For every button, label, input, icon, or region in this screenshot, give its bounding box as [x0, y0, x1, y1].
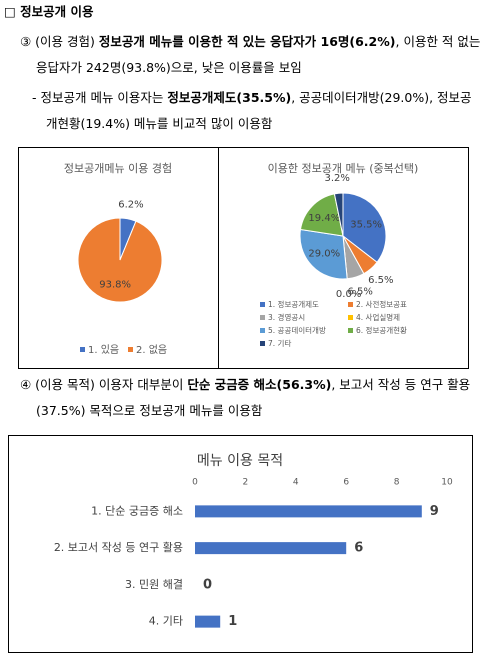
legend-swatch: [80, 347, 85, 352]
legend-label: 5. 공공데이터개방: [268, 325, 326, 335]
text: ④ (이용 목적) 이용자 대부분이: [20, 377, 188, 392]
text: , 공공데이터개방(29.0%), 정보공개현황(19.4%) 메뉴를 비교적 …: [46, 90, 472, 131]
data-label: 19.4%: [308, 213, 340, 224]
legend-label: 1. 정보공개제도: [268, 299, 319, 309]
x-tick-label: 8: [394, 478, 400, 488]
legend-swatch: [348, 328, 353, 333]
legend-swatch: [260, 328, 265, 333]
x-tick-label: 0: [192, 478, 198, 488]
bold-text: 단순 궁금증 해소(56.3%): [187, 377, 332, 392]
data-label: 35.5%: [350, 220, 382, 231]
chart: 이용한 정보공개 메뉴 (중복선택) 35.5% 1. 정보공개제도 6.5% 2. 사…: [218, 147, 469, 369]
chart: 정보공개메뉴 이용 경험 6.2% 1. 있음 93.8% 2. 없음: [18, 147, 219, 369]
paragraph: ③ (이용 경험) 정보공개 메뉴를 이용한 적 있는 응답자가 16명(6.2…: [20, 29, 481, 81]
data-label: 3.2%: [324, 173, 349, 184]
x-tick-label: 4: [293, 478, 299, 488]
paragraph: ④ (이용 목적) 이용자 대부분이 단순 궁금증 해소(56.3%), 보고서…: [20, 372, 481, 424]
pie-slice: [299, 228, 348, 280]
x-tick-label: 10: [441, 478, 453, 488]
data-label: 1: [228, 614, 237, 629]
legend-swatch: [348, 315, 353, 320]
pie-slice: [333, 192, 344, 237]
paragraph: - 정보공개 메뉴 이용자는 정보공개제도(35.5%), 공공데이터개방(29…: [32, 85, 478, 137]
data-label: 93.8%: [99, 280, 131, 291]
data-label: 9: [430, 504, 439, 519]
chart-title: 메뉴 이용 목적: [197, 453, 283, 469]
data-label: 0: [203, 577, 212, 592]
legend-label: 7. 기타: [268, 339, 291, 348]
heading: □ 정보공개 이용: [4, 4, 94, 19]
data-label: 6.5%: [348, 286, 373, 297]
text: , 이용한 적 없는 응답자가 242명(93.8%)으로, 낮은 이용률을 보…: [36, 34, 481, 75]
x-tick-label: 2: [243, 478, 249, 488]
data-label: 6.2%: [118, 199, 143, 210]
text: ③ (이용 경험): [20, 34, 99, 49]
pie-slice: [77, 217, 163, 303]
text: - 정보공개 메뉴 이용자는: [32, 90, 168, 105]
legend-label: 2. 없음: [136, 343, 167, 356]
bar: [195, 505, 422, 518]
chart-border: [8, 435, 473, 653]
legend-label: 6. 정보공개현황: [356, 325, 407, 335]
legend-label: 1. 있음: [88, 344, 119, 356]
bold-text: 정보공개제도(35.5%): [167, 90, 292, 105]
y-tick-label: 1. 단순 궁금증 해소: [91, 503, 183, 517]
pie-slice: [342, 192, 387, 263]
legend-swatch: [128, 347, 133, 352]
chart: 메뉴 이용 목적0 2 4 6 8 101. 단순 궁금증 해소 92. 보고서 작성 등 …: [8, 435, 473, 653]
data-label: 6: [354, 541, 363, 556]
chart-border: [218, 147, 469, 369]
y-tick-label: 4. 기타: [149, 615, 183, 628]
legend-label: 2. 사전정보공표: [356, 299, 407, 309]
data-label: 0.0%: [336, 289, 361, 300]
legend-label: 3. 경영공시: [268, 312, 305, 322]
legend-swatch: [260, 341, 265, 346]
bar: [195, 615, 221, 628]
legend-label: 4. 사업실명제: [356, 312, 400, 322]
legend-swatch: [260, 302, 265, 307]
data-label: 29.0%: [308, 249, 340, 260]
legend-swatch: [348, 302, 353, 307]
text: , 보고서 작성 등 연구 활용(37.5%) 목적으로 정보공개 메뉴를 이용…: [36, 377, 471, 418]
y-tick-label: 3. 민원 해결: [125, 577, 183, 591]
data-label: 6.5%: [368, 275, 393, 286]
bar: [195, 542, 347, 555]
legend-swatch: [260, 315, 265, 320]
chart-title: 정보공개메뉴 이용 경험: [64, 162, 172, 175]
pie-slice: [299, 193, 344, 237]
x-tick-label: 6: [343, 478, 349, 488]
chart-title: 이용한 정보공개 메뉴 (중복선택): [268, 162, 419, 175]
y-tick-label: 2. 보고서 작성 등 연구 활용: [54, 540, 183, 554]
bold-text: 정보공개 메뉴를 이용한 적 있는 응답자가 16명(6.2%): [98, 34, 396, 49]
